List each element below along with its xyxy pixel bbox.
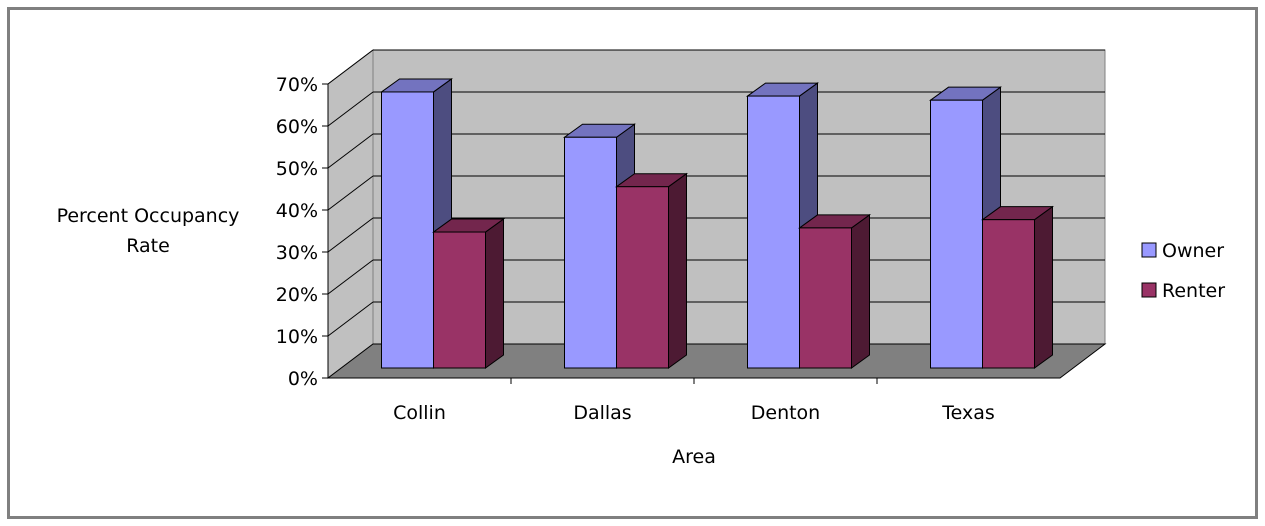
bars	[379, 77, 1055, 369]
bar-front-face	[747, 95, 800, 369]
bar-front-face	[381, 91, 434, 369]
bar-front-face	[433, 231, 486, 369]
y-tick-label: 40%	[276, 200, 318, 222]
x-category-label: Dallas	[573, 402, 631, 424]
gridline-side	[327, 49, 374, 85]
bar-renter	[431, 218, 506, 369]
bar-front-face	[564, 136, 617, 369]
x-category-labels: Collin Dallas Denton Texas	[393, 402, 995, 424]
legend-swatch-owner	[1141, 242, 1157, 258]
y-tick-label: 10%	[276, 326, 318, 348]
legend-label-renter: Renter	[1162, 280, 1225, 302]
bar-side-face	[668, 172, 687, 369]
bar-front-face	[616, 186, 669, 369]
gridline-side	[327, 217, 374, 253]
y-axis-title-line-2: Rate	[126, 235, 170, 257]
legend-label-owner: Owner	[1162, 240, 1224, 262]
bar-renter	[614, 172, 689, 369]
x-category-label: Denton	[751, 402, 820, 424]
legend: Owner Renter	[1141, 240, 1225, 302]
y-tick-label: 0%	[288, 368, 318, 390]
bar-renter	[797, 213, 872, 369]
gridline-side	[327, 133, 374, 169]
gridline-side	[327, 259, 374, 295]
gridline-side	[327, 301, 374, 337]
bar-front-face	[930, 99, 983, 369]
chart-walls	[326, 48, 1107, 380]
y-tick-label: 60%	[276, 116, 318, 138]
y-tick-labels: 0% 10% 20% 30% 40% 50% 60% 70%	[276, 74, 318, 390]
bar-side-face	[851, 213, 870, 369]
x-axis-title: Area	[672, 446, 716, 468]
y-axis-title-line-1: Percent Occupancy	[57, 205, 240, 227]
y-tick-label: 30%	[276, 242, 318, 264]
bar-side-face	[485, 218, 504, 369]
gridline-side	[327, 175, 374, 211]
bar-renter	[980, 205, 1055, 369]
legend-swatch-renter	[1141, 282, 1157, 298]
bar-front-face	[982, 219, 1035, 369]
x-category-label: Texas	[941, 402, 995, 424]
y-tick-label: 20%	[276, 284, 318, 306]
bar-front-face	[799, 227, 852, 369]
x-category-label: Collin	[393, 402, 446, 424]
y-tick-label: 70%	[276, 74, 318, 96]
y-tick-label: 50%	[276, 158, 318, 180]
side-wall	[327, 48, 374, 380]
axes	[322, 83, 1060, 384]
gridline-side	[327, 91, 374, 127]
bar-side-face	[1034, 205, 1053, 369]
